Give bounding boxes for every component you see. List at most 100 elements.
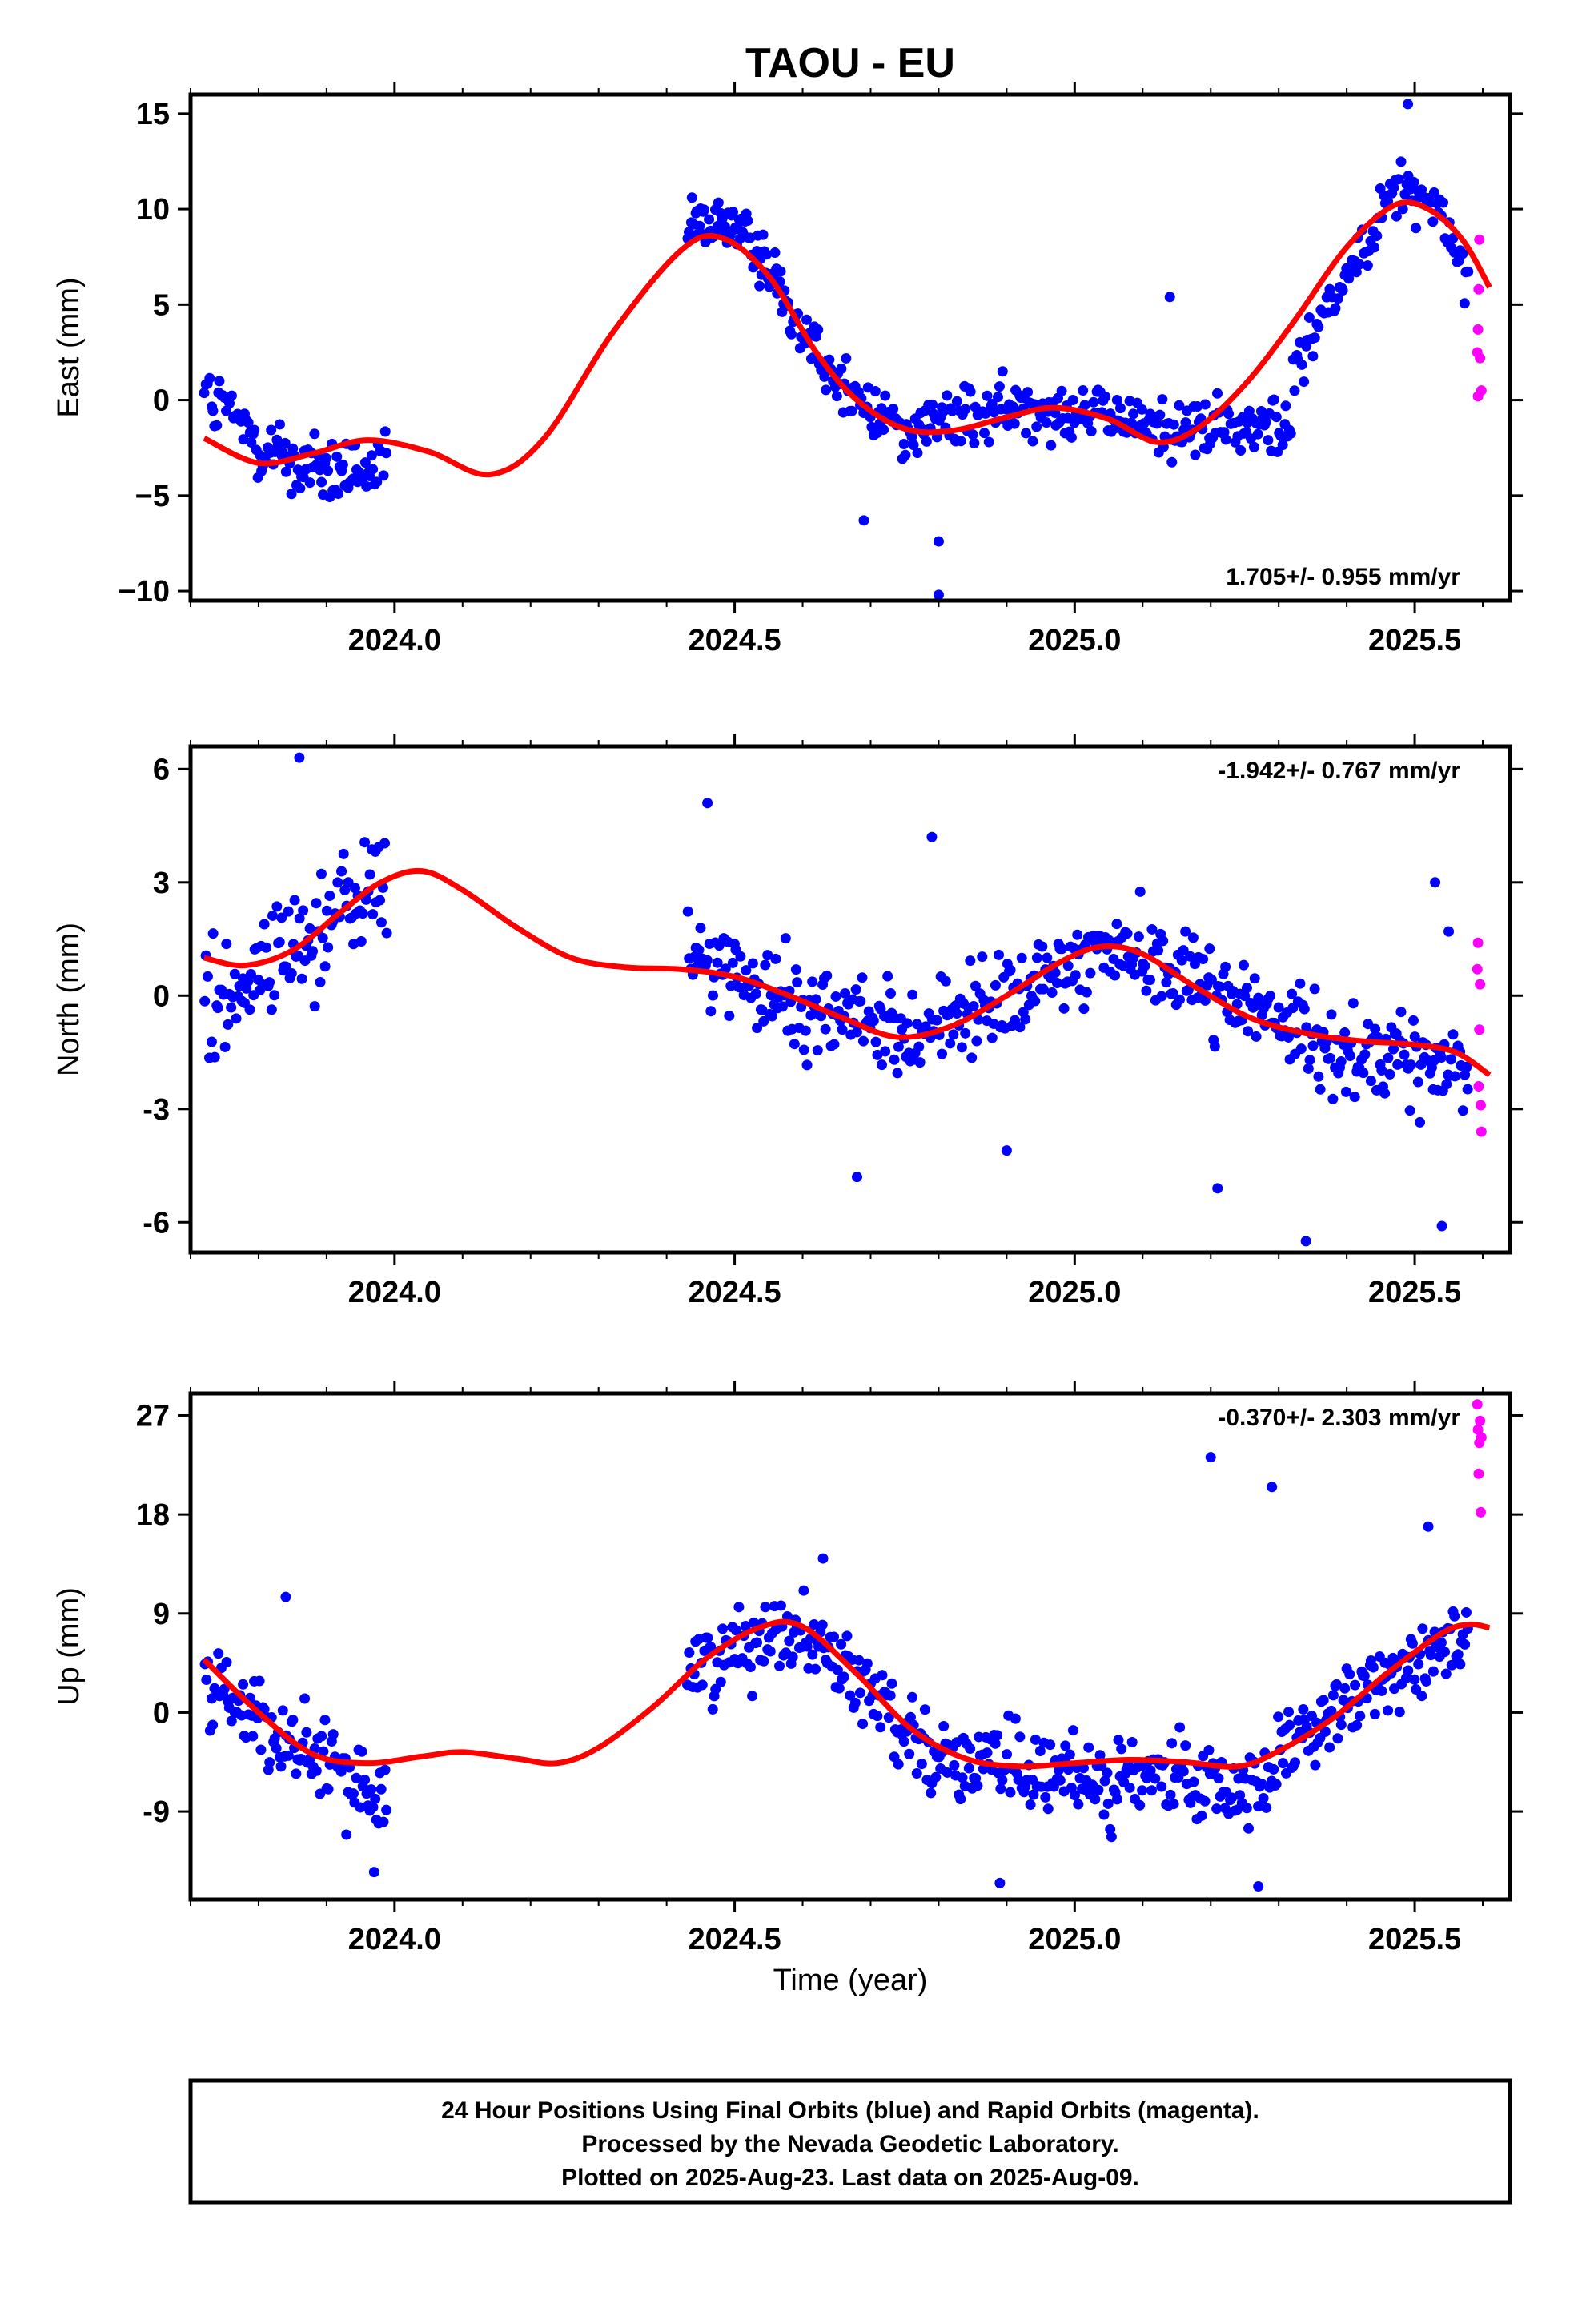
data-point [889, 1054, 900, 1065]
data-point [938, 1721, 950, 1732]
data-point [1178, 945, 1189, 956]
y-tick-label: 6 [153, 753, 170, 786]
data-point [882, 971, 893, 982]
data-point [1016, 952, 1027, 963]
data-point [1298, 1703, 1309, 1715]
data-point [750, 988, 761, 999]
data-point [921, 436, 932, 447]
data-point [1413, 1659, 1424, 1670]
data-point [845, 1690, 856, 1701]
data-point [320, 452, 331, 464]
data-point [850, 984, 861, 995]
data-point [211, 420, 223, 431]
data-point [760, 1602, 771, 1613]
data-point [267, 910, 278, 921]
data-point [1150, 1773, 1161, 1784]
data-point [1285, 428, 1296, 439]
data-point [1309, 983, 1320, 995]
data-point [304, 477, 315, 489]
plot-frame [188, 744, 1512, 1255]
data-point [1280, 400, 1291, 412]
data-point [324, 891, 335, 902]
data-point [1111, 1794, 1122, 1805]
data-point [1303, 312, 1315, 323]
data-point [1252, 428, 1263, 440]
data-point [1166, 456, 1178, 468]
data-point [1255, 406, 1267, 417]
data-point [787, 1651, 798, 1663]
data-point [298, 905, 309, 916]
data-point [1310, 1759, 1321, 1771]
data-point [375, 917, 387, 928]
x-tick-label: 2024.5 [688, 1923, 781, 1956]
data-point [249, 424, 260, 436]
data-point-outlier [368, 1867, 379, 1878]
data-point [982, 390, 993, 401]
data-point [1196, 1810, 1207, 1821]
rapid-point [1476, 1126, 1487, 1137]
data-point [1100, 391, 1111, 402]
data-point [367, 909, 379, 920]
data-point [741, 965, 752, 976]
data-point [1099, 1775, 1110, 1787]
data-point-outlier [994, 1877, 1006, 1888]
data-point [875, 1722, 886, 1733]
data-point [876, 1059, 887, 1071]
data-point [898, 439, 909, 450]
data-point [1335, 1719, 1347, 1731]
data-point [1304, 1055, 1315, 1066]
data-point [1438, 197, 1449, 208]
data-point [259, 919, 270, 930]
data-point [1235, 445, 1247, 456]
data-point [1062, 960, 1074, 971]
data-point [1102, 1767, 1113, 1779]
data-point [931, 1015, 942, 1026]
data-point [1153, 945, 1164, 956]
data-point [901, 1018, 913, 1029]
data-point [1078, 1003, 1090, 1015]
data-point [1180, 417, 1191, 428]
data-point [318, 1746, 329, 1757]
data-point-outlier [1267, 1482, 1278, 1493]
data-point [1243, 1026, 1254, 1037]
data-point [1261, 1802, 1272, 1813]
data-point [1110, 970, 1121, 981]
data-point [1249, 973, 1260, 984]
footer-frame [188, 2078, 1512, 2205]
data-point [851, 1027, 862, 1038]
data-point [1283, 1707, 1295, 1718]
data-point [1368, 242, 1379, 253]
data-point [702, 1632, 713, 1643]
data-point [1335, 1056, 1347, 1068]
data-point [819, 371, 830, 382]
data-point [710, 1683, 721, 1695]
data-point [900, 449, 911, 460]
data-point [1223, 408, 1235, 420]
data-point [1277, 440, 1288, 451]
data-point [1409, 1674, 1420, 1685]
data-point [817, 1619, 828, 1630]
x-tick-label: 2024.5 [688, 1276, 781, 1309]
data-point [916, 1759, 927, 1770]
data-point [1376, 1064, 1387, 1076]
data-point [751, 1637, 762, 1648]
data-point [1046, 440, 1057, 451]
data-point [1030, 1734, 1041, 1745]
data-point [754, 280, 765, 292]
data-point [1387, 1043, 1399, 1055]
data-point [381, 1804, 392, 1815]
data-point [1046, 987, 1058, 998]
data-point [1449, 1610, 1460, 1622]
data-point [956, 1042, 967, 1053]
data-point [309, 1001, 320, 1012]
data-point [206, 1036, 217, 1047]
data-point [1111, 395, 1122, 406]
data-point [1058, 1003, 1070, 1014]
data-point [733, 1602, 745, 1613]
data-point [1126, 1737, 1138, 1748]
data-point [885, 987, 896, 999]
data-point-outlier [1001, 1145, 1012, 1156]
data-point [885, 1690, 896, 1701]
data-point [945, 1038, 956, 1049]
data-point [775, 266, 786, 277]
